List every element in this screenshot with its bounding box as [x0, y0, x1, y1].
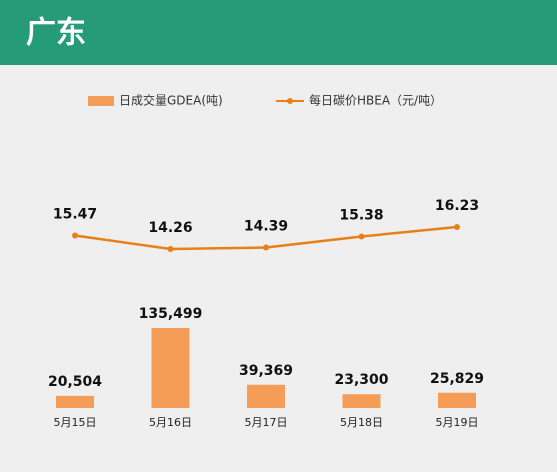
legend-label: 日成交量GDEA(吨) — [119, 93, 223, 108]
line-value-label: 15.38 — [339, 207, 383, 223]
line-marker — [167, 246, 174, 252]
bar-value-label: 39,369 — [239, 363, 293, 379]
x-tick-label: 5月16日 — [149, 416, 192, 429]
line-marker — [454, 224, 460, 230]
bar-value-label: 25,829 — [430, 371, 484, 387]
bar — [56, 395, 94, 408]
legend-label: 每日碳价HBEA（元/吨） — [309, 93, 442, 108]
bar-value-label: 20,504 — [48, 374, 102, 390]
line-marker — [358, 233, 365, 240]
bar — [247, 384, 285, 408]
line-value-label: 15.47 — [53, 206, 97, 222]
legend-swatch — [88, 96, 114, 106]
x-tick-label: 5月19日 — [436, 416, 479, 429]
x-tick-label: 5月15日 — [54, 416, 97, 429]
line-marker — [72, 232, 78, 239]
legend-marker — [287, 98, 293, 104]
line-value-label: 14.26 — [148, 220, 192, 236]
line-marker — [263, 244, 269, 251]
header-band — [0, 0, 557, 65]
x-tick-label: 5月17日 — [245, 416, 288, 429]
bar — [438, 392, 476, 408]
chart-title: 广东 — [26, 16, 86, 51]
bar — [342, 394, 381, 408]
line-value-label: 14.39 — [244, 219, 288, 235]
x-tick-label: 5月18日 — [340, 416, 383, 429]
line-value-label: 16.23 — [435, 198, 479, 214]
bar-value-label: 23,300 — [334, 372, 388, 388]
bar — [151, 328, 190, 408]
bar-value-label: 135,499 — [139, 306, 203, 322]
